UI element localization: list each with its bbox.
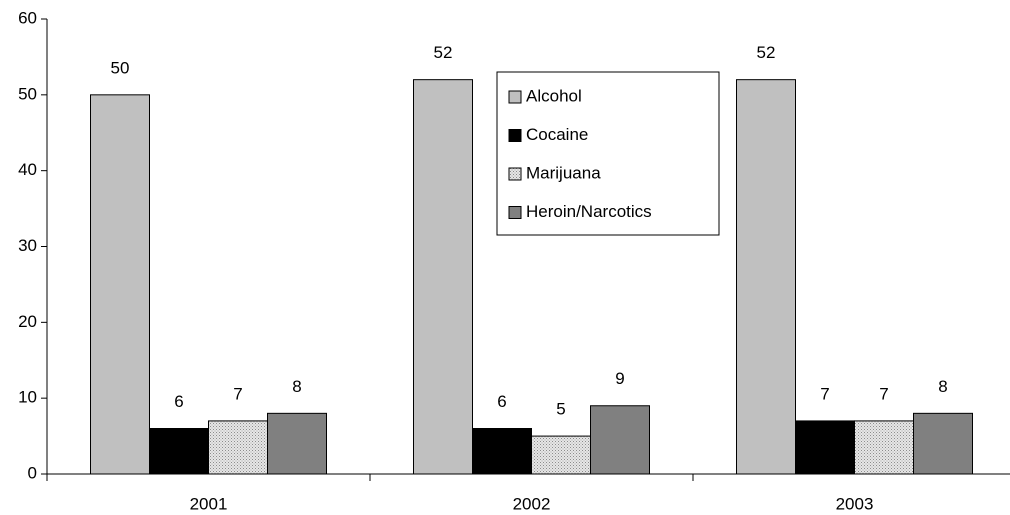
bar <box>590 405 650 475</box>
y-tick-label: 30 <box>18 236 37 255</box>
value-label: 5 <box>556 400 565 419</box>
legend-swatch <box>508 129 522 142</box>
value-label: 6 <box>497 392 506 411</box>
value-label: 7 <box>820 384 829 403</box>
value-label: 7 <box>233 384 242 403</box>
bar <box>913 412 973 475</box>
bar <box>267 412 327 475</box>
legend-swatch <box>508 167 522 181</box>
legend-label: Alcohol <box>526 86 582 105</box>
value-label: 8 <box>292 377 301 396</box>
legend-label: Heroin/Narcotics <box>526 202 652 221</box>
value-label: 6 <box>174 392 183 411</box>
y-tick-label: 50 <box>18 84 37 103</box>
y-tick-label: 60 <box>18 8 37 27</box>
bar <box>149 428 209 475</box>
value-label: 7 <box>879 384 888 403</box>
bar <box>90 94 150 475</box>
bar <box>531 435 591 475</box>
x-tick-label: 2002 <box>513 494 551 513</box>
x-tick-label: 2003 <box>836 494 874 513</box>
bar <box>854 420 914 475</box>
bar <box>472 428 532 475</box>
value-label: 52 <box>434 43 453 62</box>
legend-label: Cocaine <box>526 125 588 144</box>
value-label: 8 <box>938 377 947 396</box>
y-tick-label: 10 <box>18 388 37 407</box>
legend-box <box>496 71 720 236</box>
y-tick-label: 20 <box>18 312 37 331</box>
x-tick-label: 2001 <box>190 494 228 513</box>
bar <box>736 79 796 475</box>
y-tick-label: 40 <box>18 160 37 179</box>
bar <box>795 420 855 475</box>
y-tick-label: 0 <box>28 463 37 482</box>
legend-label: Marijuana <box>526 163 601 182</box>
value-label: 52 <box>757 43 776 62</box>
bar <box>208 420 268 475</box>
bar <box>413 79 473 475</box>
value-label: 9 <box>615 369 624 388</box>
legend-swatch <box>508 90 522 104</box>
value-label: 50 <box>111 58 130 77</box>
legend-swatch <box>508 206 522 219</box>
